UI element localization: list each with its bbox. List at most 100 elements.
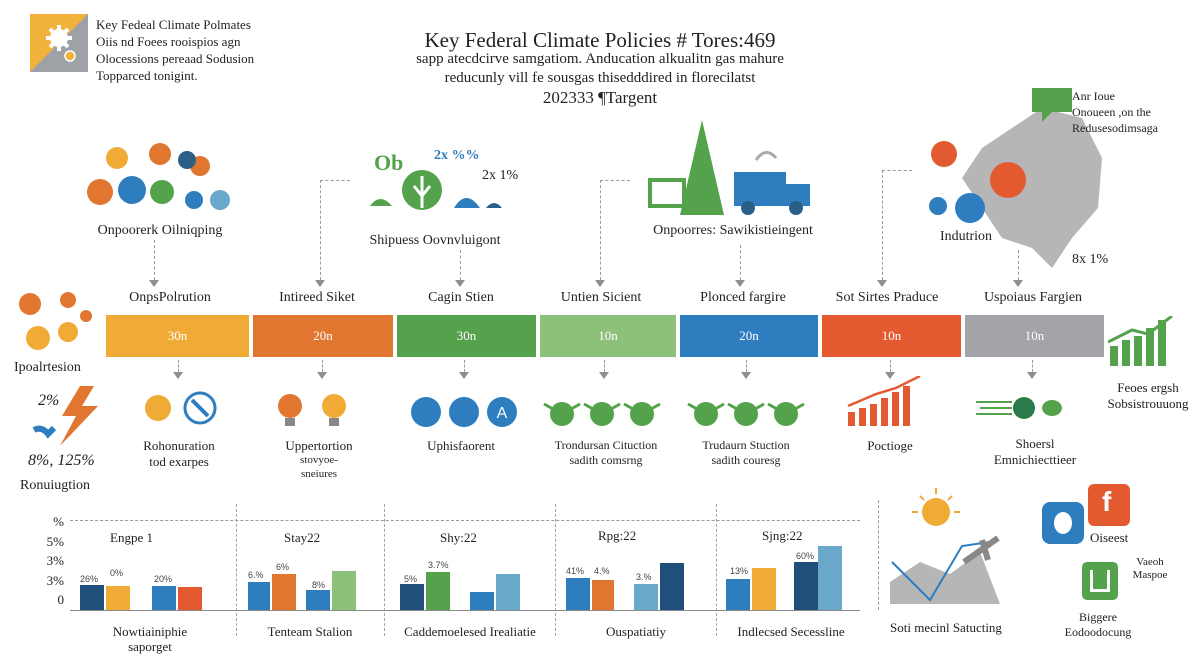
panel-caption: Indlecsed Secessline — [737, 624, 845, 639]
bar-value: 26% — [80, 574, 99, 584]
panel-title: Sjng:22 — [762, 528, 803, 543]
segment-label: OnpsPolrution — [129, 290, 211, 305]
segment-bar: 10n — [540, 315, 676, 357]
bar — [752, 568, 776, 610]
y-tick: 0 — [57, 592, 65, 607]
north-america-map — [929, 88, 1102, 268]
leaf-icon — [1054, 512, 1072, 534]
sun-plane-icon — [890, 488, 1000, 604]
caption-line: Maspoe — [1132, 569, 1168, 581]
panel-title: Engpe 1 — [110, 530, 153, 545]
bottom-right-caption: Vaeoh Maspoe — [1120, 556, 1180, 582]
panel-caption: Tenteam Stalion — [267, 624, 353, 639]
bar — [660, 563, 684, 610]
mid-label-line: Shoersl — [1015, 436, 1055, 451]
bar — [248, 582, 270, 610]
mid-label-line: stovyoe- — [300, 454, 338, 467]
segment-label: Sot Sirtes Praduce — [835, 290, 939, 305]
bin-icon — [1090, 570, 1110, 592]
mid-label-line: tod exarpes — [149, 454, 209, 470]
bar — [152, 586, 176, 610]
cluster-label: Indutrion — [939, 229, 993, 244]
panel-caption-line: saporget — [128, 639, 172, 654]
chat-bubble-icon — [1032, 88, 1072, 122]
bar-value: 6% — [276, 562, 290, 572]
segment-bar: 10n — [965, 315, 1104, 357]
logo-line: Key Fedeal Climate Polmates — [96, 17, 251, 32]
bar-value: 5% — [404, 574, 418, 584]
bar — [496, 574, 520, 610]
y-tick: 5% — [46, 533, 64, 549]
mid-label-line: sadith comsrng — [569, 453, 643, 467]
cluster-tag: Ob — [374, 150, 404, 175]
logo-line: Oiis nd Foees rooispios agn — [96, 34, 241, 49]
bar-value: 3.% — [636, 572, 652, 582]
map-label-line: Anr Ioue — [1072, 89, 1115, 103]
cluster-label: Onpoorres: Sawikistieingent — [653, 223, 813, 238]
side-value: 2% — [38, 392, 60, 409]
mid-label-line: sneiures — [300, 468, 338, 480]
segment-label: Untien Sicient — [560, 290, 642, 305]
y-tick: % — [53, 514, 64, 529]
segment-label: Plonced fargire — [700, 290, 786, 305]
growth-bars-icon — [847, 376, 921, 426]
panel-title: Shy:22 — [440, 530, 477, 545]
trees-hills-icon — [370, 170, 502, 210]
mid-label-line: Poctioge — [867, 438, 913, 453]
cluster-tag: 2x %% — [434, 148, 480, 163]
bar-value: 8% — [312, 580, 326, 590]
mid-label: Rohonuration tod exarpes — [104, 438, 254, 471]
bar — [178, 587, 202, 610]
bar — [470, 592, 494, 610]
subtitle-line: 202333 ¶Targent — [542, 88, 658, 107]
mid-label-line: sadith couresg — [711, 453, 781, 467]
bar — [818, 546, 842, 610]
y-tick: 3% — [46, 553, 64, 568]
bar — [272, 574, 296, 610]
y-axis: % 5% 3% 3% 0 — [40, 512, 64, 610]
bar — [726, 579, 750, 610]
bar-value: 6.% — [248, 570, 264, 580]
sun-wrench-icon — [145, 391, 217, 425]
segment-bar: 20n — [253, 315, 393, 357]
segment-bar: 20n — [680, 315, 818, 357]
bar — [794, 562, 818, 610]
subtitle-line: reducunly vill fe sousgas thisedddired i… — [444, 70, 756, 86]
panel-title: Rpg:22 — [598, 528, 637, 543]
mid-label: Trondursan Cituction sadith comsrng — [526, 438, 686, 468]
f-letter-icon: f — [1102, 486, 1112, 517]
side-label: Ipoalrtesion — [14, 360, 81, 375]
side-label: Feoes ergsh Sobsistrouuong — [1098, 380, 1198, 412]
segment-bar: 30n — [106, 315, 249, 357]
panel-caption: Caddemoelesed Irealiatie — [404, 624, 536, 639]
mid-label: Shoersl Emnichiecttieer — [960, 436, 1110, 469]
bar-value: 0% — [110, 568, 124, 578]
gears-small-icon — [19, 292, 92, 350]
plants-icon — [687, 402, 805, 426]
mid-label-line: Uppertortion — [285, 438, 353, 453]
segment-bar: 30n — [397, 315, 536, 357]
mid-label-line: Emnichiecttieer — [993, 452, 1077, 468]
segment-label: Cagin Stien — [428, 290, 494, 305]
side-label-line: Sobsistrouuong — [1107, 396, 1189, 411]
people-icon: A — [411, 397, 517, 427]
caption-line: Biggere — [1079, 610, 1117, 624]
side-label: Ronuiugtion — [20, 478, 91, 493]
side-label-line: Feoes ergsh — [1117, 380, 1179, 395]
page-subtitle: sapp atecdcirve samgatiom. Anducation al… — [380, 50, 820, 107]
y-tick: 3% — [46, 572, 64, 588]
mid-label-line: Rohonuration — [143, 438, 215, 453]
mid-label: Poctioge — [820, 438, 960, 454]
side-value: 8%, 125% — [28, 452, 95, 469]
bar-value: 41% — [566, 566, 585, 576]
panel-caption: Ouspatiatiy — [606, 624, 666, 639]
bar-value: 4.% — [594, 566, 610, 576]
lightning-icon — [32, 386, 98, 446]
logo-line: Topparced tonigint. — [96, 68, 198, 83]
map-label-line: Redusesodimsaga — [1072, 121, 1158, 135]
bar — [566, 578, 590, 610]
bar — [400, 584, 424, 610]
bar — [106, 586, 130, 610]
app-icon — [1082, 562, 1118, 600]
segment-bar: 10n — [822, 315, 961, 357]
